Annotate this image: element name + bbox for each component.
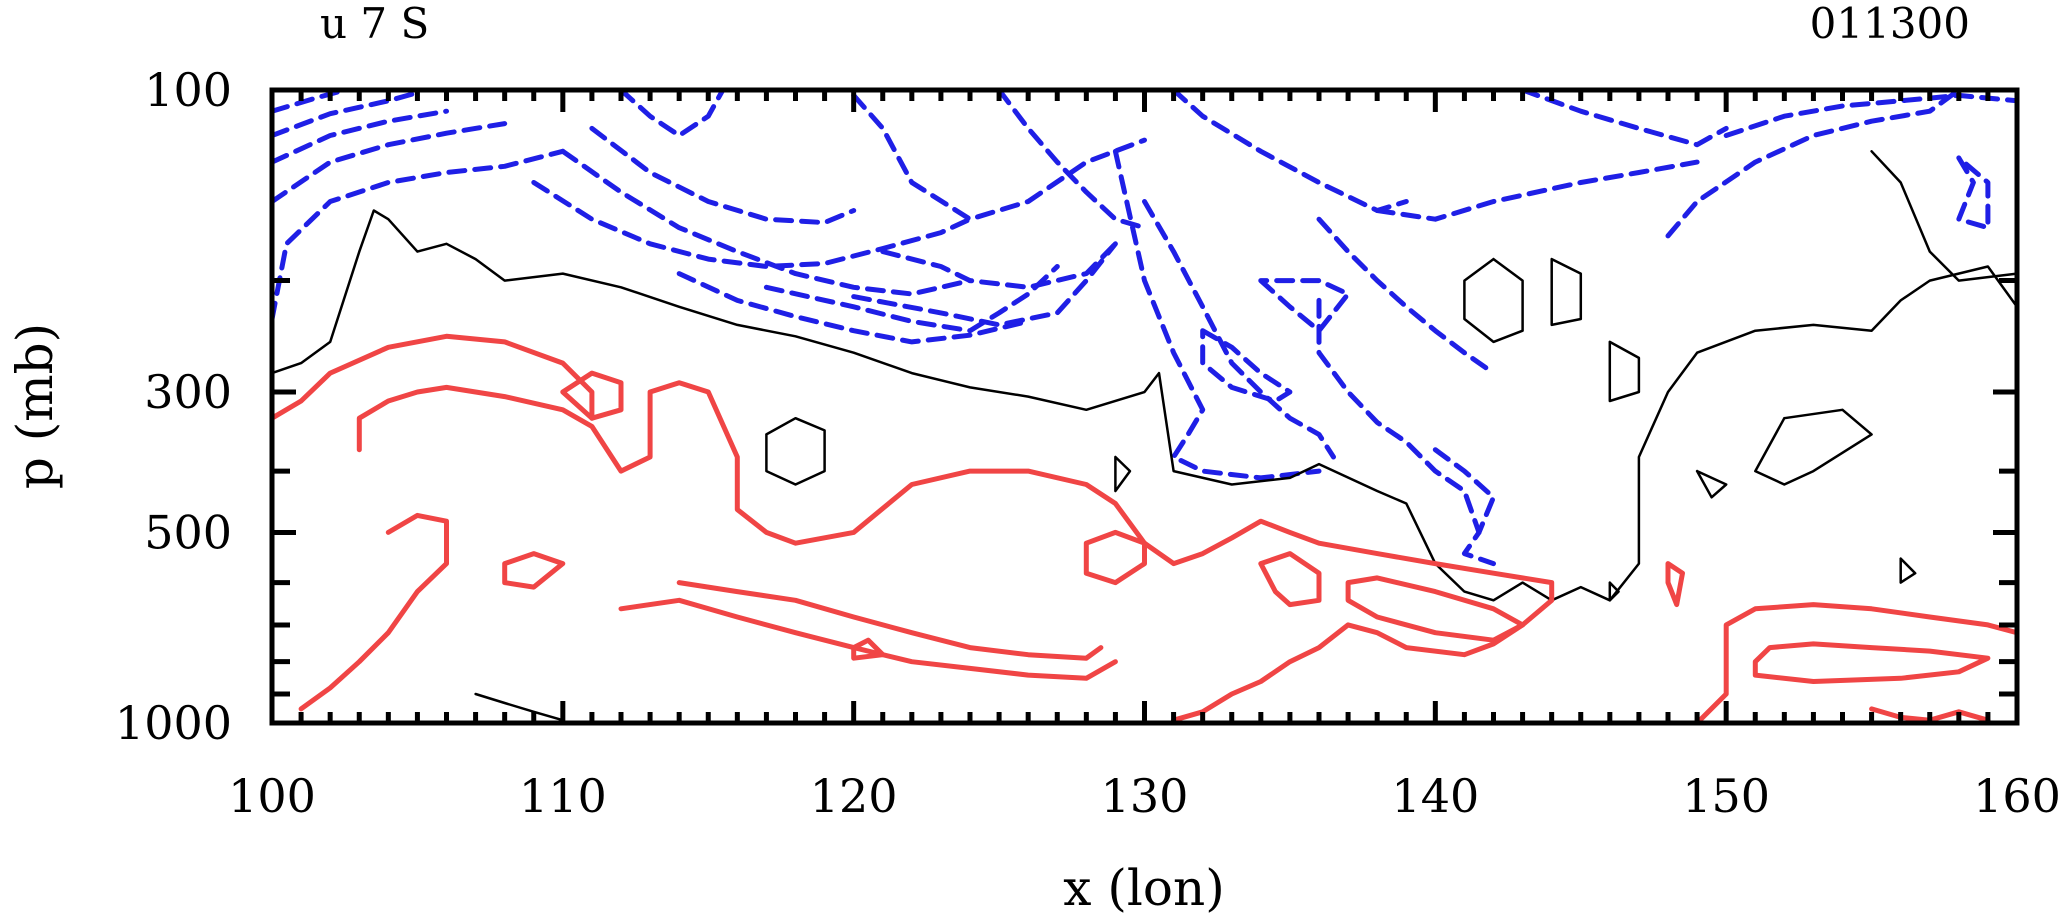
positive-contour-12 xyxy=(1752,641,1991,684)
y-tick-label-300: 300 xyxy=(144,365,232,419)
x-tick-label-160: 160 xyxy=(1973,769,2060,823)
positive-contour-2 xyxy=(298,512,449,712)
zero-contour-2 xyxy=(765,416,826,486)
zero-contour-5 xyxy=(1608,340,1641,403)
x-tick-label-100: 100 xyxy=(228,769,316,823)
negative-contour-8 xyxy=(618,90,726,138)
positive-contour-11 xyxy=(1694,602,2017,723)
negative-contour-12 xyxy=(880,241,1118,290)
x-tick-label-150: 150 xyxy=(1682,769,1770,823)
y-tick-label-100: 100 xyxy=(144,63,232,117)
negative-contour-16 xyxy=(1142,199,1336,460)
zero-contour-7 xyxy=(1695,469,1728,499)
negative-contour-0 xyxy=(272,148,566,322)
zero-contour-11 xyxy=(474,692,565,722)
x-tick-label-110: 110 xyxy=(519,769,607,823)
negative-contour-27 xyxy=(1956,155,1991,231)
zero-contour-10 xyxy=(1608,581,1620,602)
negative-contour-13 xyxy=(851,92,1147,222)
title-left: u 7 S xyxy=(320,0,429,48)
positive-contour-3 xyxy=(502,551,566,590)
negative-contour-7 xyxy=(589,125,857,226)
negative-contour-1 xyxy=(272,121,508,204)
negative-contour-5 xyxy=(531,180,973,269)
x-tick-label-140: 140 xyxy=(1391,769,1479,823)
positive-contour-10 xyxy=(1665,561,1685,608)
negative-contour-19 xyxy=(1258,278,1351,334)
negative-contour-2 xyxy=(272,108,449,165)
negative-contour-21 xyxy=(1432,447,1496,567)
negative-contour-22 xyxy=(1374,159,1700,222)
zero-contour-8 xyxy=(1114,455,1132,493)
zero-contour-9 xyxy=(1899,557,1917,584)
negative-contour-24 xyxy=(1520,90,1729,148)
negative-contour-26 xyxy=(1723,92,2017,138)
zero-contour-6 xyxy=(1754,408,1873,486)
positive-contour-5 xyxy=(676,580,1104,661)
contour-lines xyxy=(272,90,2017,723)
x-tick-label-130: 130 xyxy=(1101,769,1189,823)
negative-contour-15 xyxy=(1112,148,1322,481)
positive-contour-9 xyxy=(1345,575,1526,643)
negative-contour-10 xyxy=(763,264,1060,334)
negative-contour-6 xyxy=(560,148,973,297)
negative-contour-20 xyxy=(1316,297,1482,535)
title-right: 011300 xyxy=(1810,0,1970,48)
y-tick-label-1000: 1000 xyxy=(115,696,232,750)
negative-contour-23 xyxy=(1316,216,1496,376)
positive-contour-1 xyxy=(356,380,1555,723)
label-layer: u 7 S 011300 x (lon) p (mb) xyxy=(6,0,1970,917)
negative-contour-3 xyxy=(272,90,420,138)
negative-contour-11 xyxy=(851,241,1118,328)
x-tick-label-120: 120 xyxy=(810,769,898,823)
x-axis-label: x (lon) xyxy=(1063,859,1224,917)
negative-contour-14 xyxy=(996,90,1147,231)
zero-contour-0 xyxy=(272,209,2017,602)
negative-contour-17 xyxy=(1171,90,1409,213)
zero-contour-3 xyxy=(1463,257,1524,344)
positive-contour-7 xyxy=(1083,529,1147,586)
contour-layer xyxy=(272,90,2017,723)
y-axis-label: p (mb) xyxy=(6,323,64,489)
negative-contour-4 xyxy=(272,90,348,114)
zero-contour-4 xyxy=(1550,257,1583,327)
negative-contour-18 xyxy=(1200,328,1293,404)
zero-contour-1 xyxy=(1870,150,2017,282)
y-tick-label-500: 500 xyxy=(144,505,232,559)
positive-contour-6 xyxy=(851,637,886,661)
negative-contour-25 xyxy=(1665,90,1962,239)
negative-contour-9 xyxy=(676,271,1031,345)
tick-layer: 100 110 120 130 140 150 160 100 300 500 1000 xyxy=(115,63,2060,823)
positive-contour-8 xyxy=(1258,551,1322,608)
positive-contour-14 xyxy=(560,370,624,421)
